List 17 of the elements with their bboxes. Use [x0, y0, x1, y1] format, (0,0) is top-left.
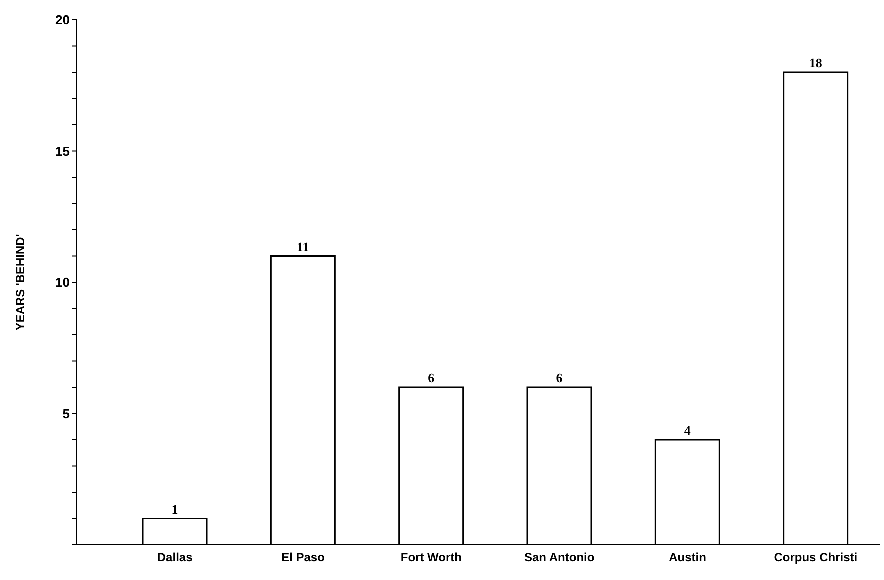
data-label: 6 [556, 370, 564, 386]
y-tick-label: 5 [62, 406, 70, 422]
data-label: 6 [428, 370, 436, 386]
y-tick-label: 10 [56, 275, 70, 290]
x-tick-label: Dallas [157, 550, 194, 565]
data-label: 4 [684, 423, 692, 438]
x-tick-label: El Paso [282, 550, 325, 565]
data-label: 1 [172, 502, 178, 517]
y-tick-label: 20 [56, 12, 70, 28]
y-axis-title: YEARS 'BEHIND' [13, 234, 28, 331]
x-tick-label: Corpus Christi [774, 550, 858, 565]
x-tick-label: Fort Worth [400, 550, 462, 565]
y-tick-label: 15 [56, 144, 70, 159]
x-tick-label: Austin [669, 550, 706, 565]
data-label: 18 [809, 56, 823, 70]
data-label: 11 [297, 239, 310, 254]
x-tick-label: San Antonio [524, 550, 595, 565]
